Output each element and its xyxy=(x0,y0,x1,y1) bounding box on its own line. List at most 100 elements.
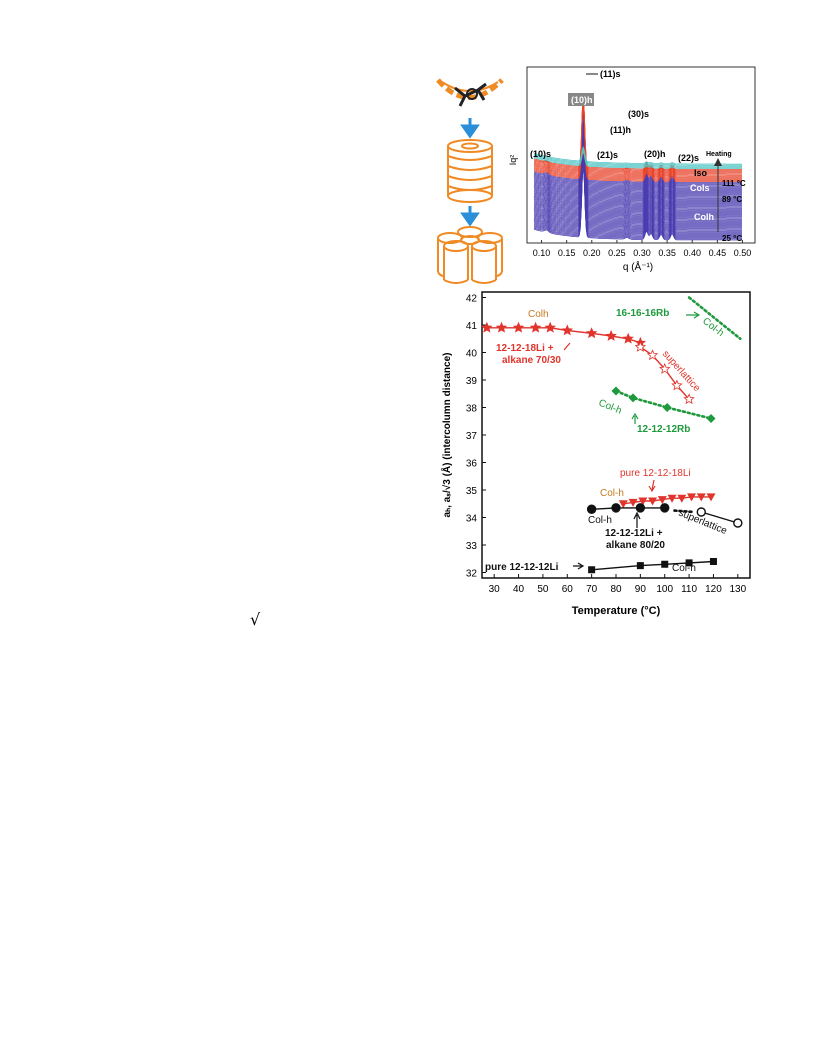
saxs-x-tick-label: 0.15 xyxy=(558,248,576,258)
saxs-x-ticks: 0.10 0.15 0.20 0.25 0.30 0.35 0.40 0.45 0.50 xyxy=(533,240,751,258)
annotation-pure-li18: pure 12-12-18Li xyxy=(620,468,691,479)
saxs-curve xyxy=(533,153,742,229)
saxs-curve xyxy=(533,102,742,178)
peak-label-10h: (10)h xyxy=(571,95,593,105)
y-tick-label: 36 xyxy=(466,459,478,470)
x-tick-label: 70 xyxy=(586,584,598,595)
saxs-curve xyxy=(533,139,742,216)
peak-label-11h: (11)h xyxy=(610,125,631,135)
data-point-circle xyxy=(635,503,646,513)
data-point-star xyxy=(646,349,659,361)
y-tick-label: 35 xyxy=(466,486,478,497)
saxs-x-tick-label: 0.45 xyxy=(709,248,727,258)
data-point-star xyxy=(561,324,573,336)
molecule-disk-icon xyxy=(436,78,504,107)
annotation-pure-li12: pure 12-12-12Li xyxy=(485,562,559,573)
arrow-down-icon xyxy=(460,206,480,227)
saxs-curve xyxy=(533,104,742,180)
x-tick-label: 30 xyxy=(489,584,501,595)
arrow-down-icon xyxy=(460,118,480,139)
saxs-curve xyxy=(533,120,742,196)
data-point-circle xyxy=(586,504,597,514)
column-stack-icon xyxy=(447,139,493,203)
peak-label-21s: (21)s xyxy=(597,150,618,160)
saxs-curve xyxy=(533,149,742,225)
series-line xyxy=(623,496,711,505)
data-point-triangle xyxy=(618,500,628,509)
saxs-curve xyxy=(533,146,742,166)
annotation-colh-li12alk: Col-h xyxy=(588,515,612,526)
saxs-curve xyxy=(533,98,742,174)
saxs-curve xyxy=(533,134,742,210)
saxs-curve xyxy=(533,142,742,218)
saxs-curve xyxy=(533,146,742,222)
annotation-li18-alkane-2: alkane 70/30 xyxy=(502,355,561,366)
saxs-curve xyxy=(533,111,742,187)
y-tick-label: 42 xyxy=(466,294,478,305)
data-point-triangle xyxy=(648,497,658,506)
data-point-star xyxy=(481,321,493,333)
figure: Iq² q (Å⁻¹) 0.10 0.15 0.20 0.25 0.30 0.35 0.40… xyxy=(420,60,760,620)
data-point-star xyxy=(585,327,598,339)
peak-label-20h: (20)h xyxy=(644,149,666,159)
peak-label-10h-box xyxy=(568,93,594,106)
saxs-curve xyxy=(533,113,742,189)
annotation-li18-alkane-1: 12-12-18Li + xyxy=(496,343,554,354)
series-line xyxy=(486,327,641,344)
annotation-colh: Colh xyxy=(528,309,549,320)
saxs-curve xyxy=(533,119,742,195)
axis-ticks: 30 40 50 60 70 80 90 100 110 120 130 32 33 34 35 36 37 38… xyxy=(466,294,747,596)
saxs-curve xyxy=(533,105,742,181)
x-tick-label: 80 xyxy=(610,584,622,595)
data-point-star xyxy=(495,321,508,333)
saxs-curve xyxy=(533,147,742,167)
saxs-curve xyxy=(533,161,742,238)
data-point-circle xyxy=(660,503,670,513)
data-point-triangle xyxy=(657,496,667,505)
data-series xyxy=(481,296,743,574)
figure-svg: Iq² q (Å⁻¹) 0.10 0.15 0.20 0.25 0.30 0.35 0.40… xyxy=(436,66,756,617)
saxs-curve xyxy=(533,127,742,203)
annotation-rb16: 16-16-16Rb xyxy=(616,308,669,319)
annotation-colh-rb16: Col-h xyxy=(700,316,726,339)
saxs-curve xyxy=(533,131,742,207)
data-point-circle xyxy=(611,503,621,513)
saxs-curve xyxy=(533,133,742,209)
data-point-circle xyxy=(696,507,706,517)
saxs-curve xyxy=(533,132,742,208)
x-tick-label: 120 xyxy=(705,584,722,595)
data-point-star xyxy=(671,379,683,391)
saxs-curve xyxy=(533,150,742,169)
data-point-triangle xyxy=(687,493,697,502)
data-point-triangle xyxy=(667,494,677,503)
saxs-curve xyxy=(533,108,742,184)
annotation-rb12: 12-12-12Rb xyxy=(637,424,690,435)
saxs-curve xyxy=(533,164,742,240)
phase-label-colh: Colh xyxy=(694,212,714,222)
series-line xyxy=(701,511,739,524)
y-tick-label: 33 xyxy=(466,541,478,552)
annotation-li12-alkane-1: 12-12-12Li + xyxy=(605,528,663,539)
y-tick-label: 34 xyxy=(466,514,478,525)
series-line xyxy=(614,389,713,420)
annotation-colh-li18: Col-h xyxy=(600,488,624,499)
phase-label-iso: Iso xyxy=(694,168,708,178)
data-point-circle xyxy=(733,518,743,528)
data-point-triangle xyxy=(677,494,687,503)
data-point-diamond xyxy=(662,403,672,412)
data-point-triangle xyxy=(706,493,716,502)
saxs-curve xyxy=(533,145,742,165)
y-tick-label: 37 xyxy=(466,431,478,442)
data-point-star xyxy=(605,329,617,341)
series-line xyxy=(591,507,665,510)
saxs-curve xyxy=(533,112,742,188)
data-point-square xyxy=(588,566,596,574)
x-tick-label: 40 xyxy=(513,584,525,595)
saxs-curve xyxy=(533,138,742,214)
saxs-curve xyxy=(533,125,742,201)
saxs-curve xyxy=(533,117,742,194)
saxs-x-tick-label: 0.50 xyxy=(734,248,752,258)
saxs-x-tick-label: 0.20 xyxy=(583,248,601,258)
temp-label-111: 111 °C xyxy=(722,179,746,188)
annotation-colh-rb12: Col-h xyxy=(597,398,623,417)
